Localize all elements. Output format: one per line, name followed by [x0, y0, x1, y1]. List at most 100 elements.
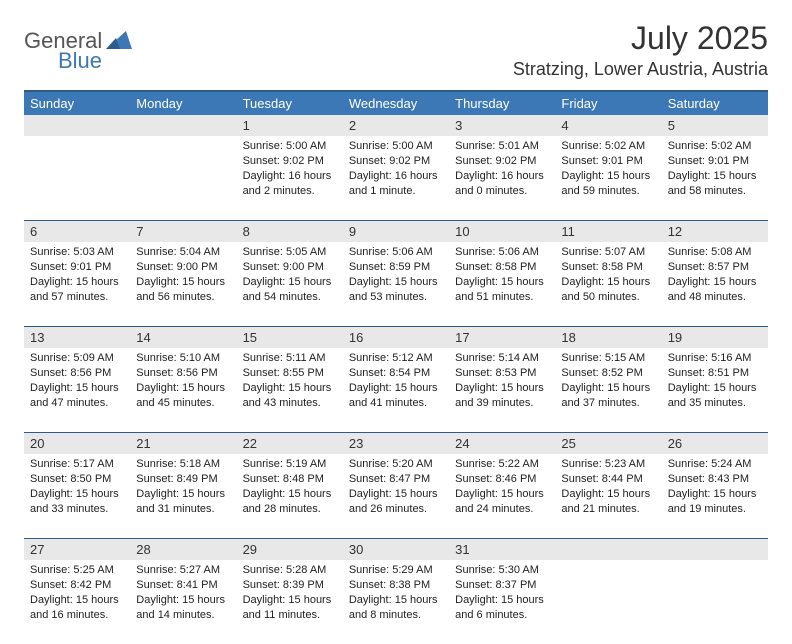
sunset-line: Sunset: 9:00 PM: [136, 260, 230, 275]
sunrise-line: Sunrise: 5:25 AM: [30, 563, 124, 578]
daylight-line: Daylight: 15 hours and 39 minutes.: [455, 381, 549, 411]
sunrise-line: Sunrise: 5:24 AM: [668, 457, 762, 472]
logo-text-2: Blue: [58, 48, 102, 73]
day-number: 23: [343, 432, 449, 454]
page-header: General Blue July 2025 Stratzing, Lower …: [24, 20, 768, 80]
sunrise-line: Sunrise: 5:00 AM: [243, 139, 337, 154]
sunrise-line: Sunrise: 5:11 AM: [243, 351, 337, 366]
day-number: [130, 115, 236, 136]
day-cell: Sunrise: 5:06 AMSunset: 8:59 PMDaylight:…: [343, 242, 449, 310]
sunrise-line: Sunrise: 5:00 AM: [349, 139, 443, 154]
daylight-line: Daylight: 15 hours and 59 minutes.: [561, 169, 655, 199]
day-cell: Sunrise: 5:16 AMSunset: 8:51 PMDaylight:…: [662, 348, 768, 416]
sunset-line: Sunset: 8:51 PM: [668, 366, 762, 381]
sunrise-line: Sunrise: 5:19 AM: [243, 457, 337, 472]
daylight-line: Daylight: 15 hours and 57 minutes.: [30, 275, 124, 305]
daylight-line: Daylight: 15 hours and 41 minutes.: [349, 381, 443, 411]
location-label: Stratzing, Lower Austria, Austria: [513, 59, 768, 80]
day-cell: Sunrise: 5:28 AMSunset: 8:39 PMDaylight:…: [237, 560, 343, 628]
day-cell: Sunrise: 5:18 AMSunset: 8:49 PMDaylight:…: [130, 454, 236, 522]
day-cell: [662, 560, 768, 569]
daylight-line: Daylight: 16 hours and 1 minute.: [349, 169, 443, 199]
sunset-line: Sunset: 9:02 PM: [349, 154, 443, 169]
day-number: 17: [449, 326, 555, 348]
day-cell: Sunrise: 5:00 AMSunset: 9:02 PMDaylight:…: [343, 136, 449, 204]
day-cell: Sunrise: 5:27 AMSunset: 8:41 PMDaylight:…: [130, 560, 236, 628]
day-number: 10: [449, 220, 555, 242]
daylight-line: Daylight: 15 hours and 51 minutes.: [455, 275, 549, 305]
logo-triangle-icon: [106, 31, 132, 52]
day-cell: Sunrise: 5:07 AMSunset: 8:58 PMDaylight:…: [555, 242, 661, 310]
daylight-line: Daylight: 15 hours and 14 minutes.: [136, 593, 230, 623]
sunset-line: Sunset: 9:01 PM: [668, 154, 762, 169]
day-number: 5: [662, 115, 768, 136]
sunset-line: Sunset: 8:52 PM: [561, 366, 655, 381]
sunrise-line: Sunrise: 5:14 AM: [455, 351, 549, 366]
sunrise-line: Sunrise: 5:16 AM: [668, 351, 762, 366]
day-cell: Sunrise: 5:29 AMSunset: 8:38 PMDaylight:…: [343, 560, 449, 628]
day-cell: Sunrise: 5:23 AMSunset: 8:44 PMDaylight:…: [555, 454, 661, 522]
day-cell: Sunrise: 5:08 AMSunset: 8:57 PMDaylight:…: [662, 242, 768, 310]
day-number: 26: [662, 432, 768, 454]
sunset-line: Sunset: 8:48 PM: [243, 472, 337, 487]
sunrise-line: Sunrise: 5:02 AM: [561, 139, 655, 154]
day-number: 7: [130, 220, 236, 242]
day-number: 28: [130, 538, 236, 560]
sunset-line: Sunset: 8:49 PM: [136, 472, 230, 487]
sunrise-line: Sunrise: 5:29 AM: [349, 563, 443, 578]
day-number: 21: [130, 432, 236, 454]
daylight-line: Daylight: 15 hours and 21 minutes.: [561, 487, 655, 517]
day-cell: Sunrise: 5:05 AMSunset: 9:00 PMDaylight:…: [237, 242, 343, 310]
dayname-header: Thursday: [449, 91, 555, 115]
daylight-line: Daylight: 15 hours and 43 minutes.: [243, 381, 337, 411]
dayname-header: Saturday: [662, 91, 768, 115]
logo: General Blue: [24, 28, 132, 54]
day-cell: Sunrise: 5:11 AMSunset: 8:55 PMDaylight:…: [237, 348, 343, 416]
sunrise-line: Sunrise: 5:06 AM: [455, 245, 549, 260]
sunset-line: Sunset: 8:38 PM: [349, 578, 443, 593]
sunset-line: Sunset: 8:42 PM: [30, 578, 124, 593]
day-number: [662, 538, 768, 560]
daylight-line: Daylight: 15 hours and 11 minutes.: [243, 593, 337, 623]
daylight-line: Daylight: 15 hours and 31 minutes.: [136, 487, 230, 517]
daylight-line: Daylight: 15 hours and 56 minutes.: [136, 275, 230, 305]
daylight-line: Daylight: 15 hours and 48 minutes.: [668, 275, 762, 305]
sunset-line: Sunset: 8:39 PM: [243, 578, 337, 593]
dayname-header: Sunday: [24, 91, 130, 115]
day-number: 16: [343, 326, 449, 348]
sunset-line: Sunset: 9:02 PM: [455, 154, 549, 169]
day-number: 30: [343, 538, 449, 560]
day-cell: Sunrise: 5:15 AMSunset: 8:52 PMDaylight:…: [555, 348, 661, 416]
sunrise-line: Sunrise: 5:07 AM: [561, 245, 655, 260]
day-cell: Sunrise: 5:02 AMSunset: 9:01 PMDaylight:…: [662, 136, 768, 204]
sunrise-line: Sunrise: 5:20 AM: [349, 457, 443, 472]
sunrise-line: Sunrise: 5:02 AM: [668, 139, 762, 154]
day-number: 3: [449, 115, 555, 136]
day-cell: Sunrise: 5:04 AMSunset: 9:00 PMDaylight:…: [130, 242, 236, 310]
sunset-line: Sunset: 8:54 PM: [349, 366, 443, 381]
daylight-line: Daylight: 15 hours and 53 minutes.: [349, 275, 443, 305]
daylight-line: Daylight: 15 hours and 35 minutes.: [668, 381, 762, 411]
sunset-line: Sunset: 8:41 PM: [136, 578, 230, 593]
day-number: 11: [555, 220, 661, 242]
daylight-line: Daylight: 15 hours and 37 minutes.: [561, 381, 655, 411]
sunrise-line: Sunrise: 5:23 AM: [561, 457, 655, 472]
day-number: [555, 538, 661, 560]
sunrise-line: Sunrise: 5:01 AM: [455, 139, 549, 154]
day-number: 24: [449, 432, 555, 454]
dayname-header: Tuesday: [237, 91, 343, 115]
sunrise-line: Sunrise: 5:10 AM: [136, 351, 230, 366]
sunset-line: Sunset: 9:02 PM: [243, 154, 337, 169]
sunset-line: Sunset: 8:58 PM: [455, 260, 549, 275]
day-number: 29: [237, 538, 343, 560]
day-number: 31: [449, 538, 555, 560]
sunset-line: Sunset: 8:56 PM: [30, 366, 124, 381]
sunrise-line: Sunrise: 5:08 AM: [668, 245, 762, 260]
day-cell: [130, 136, 236, 145]
title-block: July 2025 Stratzing, Lower Austria, Aust…: [513, 20, 768, 80]
dayname-header: Monday: [130, 91, 236, 115]
sunset-line: Sunset: 8:37 PM: [455, 578, 549, 593]
day-number: 13: [24, 326, 130, 348]
day-number: 19: [662, 326, 768, 348]
daylight-line: Daylight: 16 hours and 2 minutes.: [243, 169, 337, 199]
